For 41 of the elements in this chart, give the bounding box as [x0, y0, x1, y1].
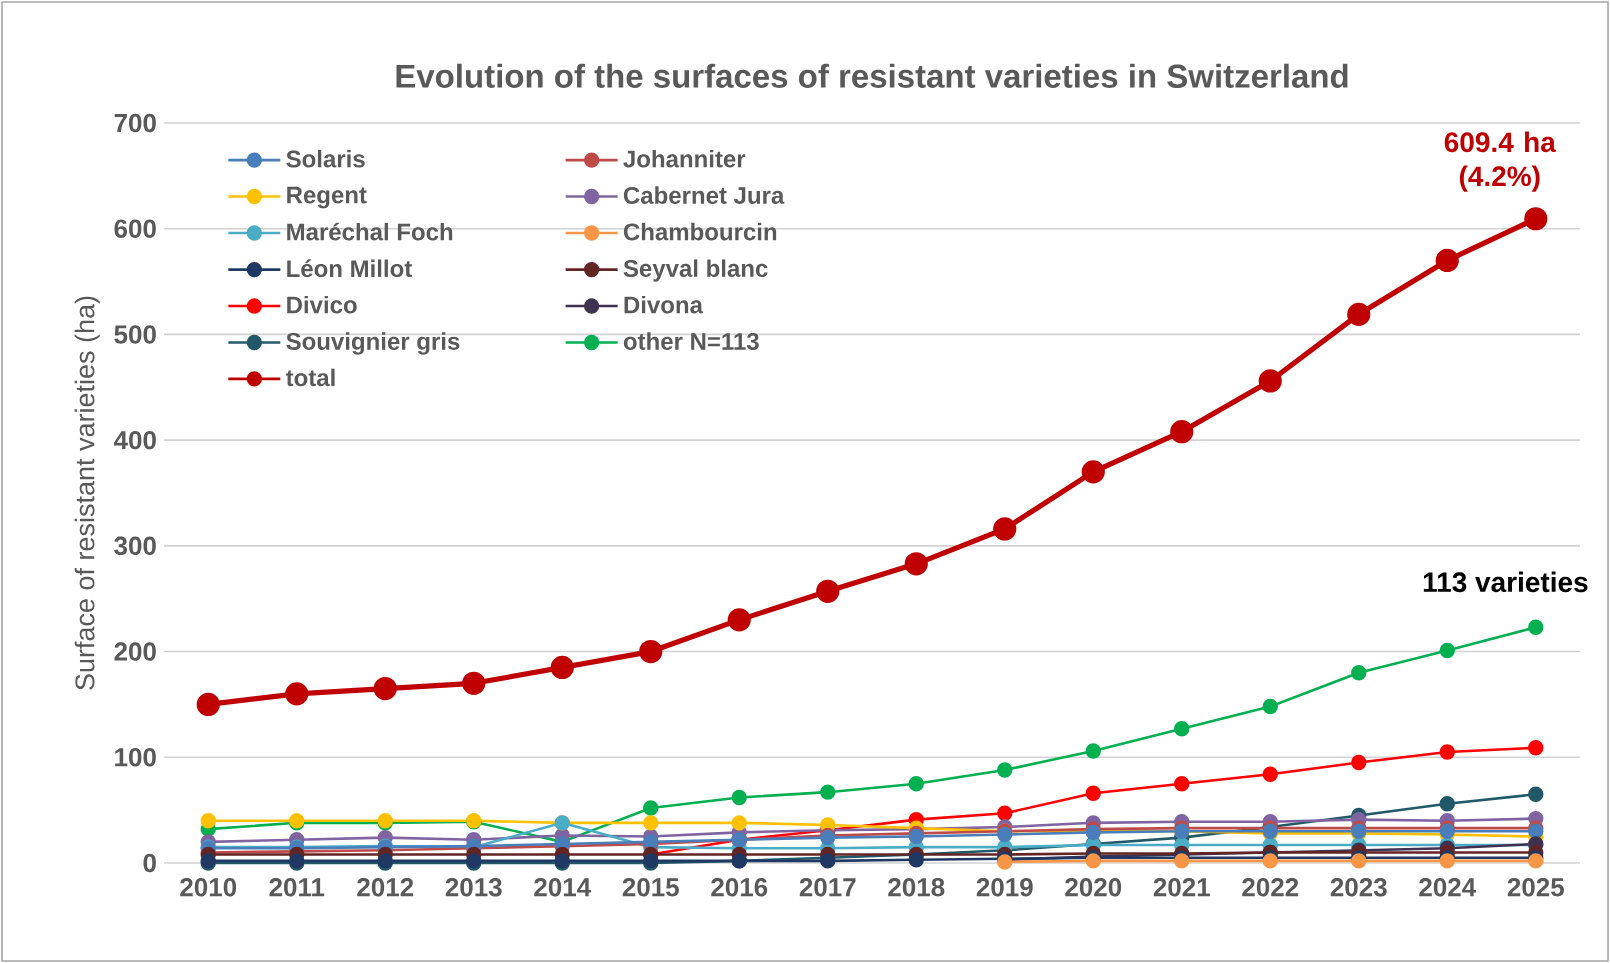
legend-label: Regent [287, 186, 367, 209]
legend-label: other N=113 [623, 332, 759, 350]
x-tick-label: 2012 [357, 878, 414, 897]
x-tick-label: 2011 [269, 878, 325, 897]
y-tick-label: 200 [114, 642, 156, 661]
legend-label: Cabernet Jura [623, 186, 785, 204]
x-tick-label: 2015 [622, 878, 679, 897]
chart-title: Evolution of the surfaces of resistant varieties in Switzerland [396, 63, 1348, 88]
x-tick-label: 2013 [445, 878, 502, 897]
legend-label: Souvignier gris [286, 332, 460, 355]
x-tick-label: 2019 [976, 878, 1033, 897]
x-tick-label: 2010 [180, 878, 237, 897]
x-tick-label: 2022 [1242, 878, 1299, 897]
y-axis-title: Surface of resistant varieties (ha) [74, 296, 100, 690]
y-tick-label: 700 [114, 113, 156, 133]
annotation: 609.4 ha (4.2%) [1444, 131, 1556, 192]
y-tick-label: 0 [143, 853, 156, 873]
y-tick-label: 600 [114, 219, 156, 238]
x-tick-label: 2014 [534, 878, 592, 897]
y-tick-label: 400 [113, 430, 156, 450]
legend-label: Maréchal Foch [287, 222, 453, 241]
x-tick-label: 2025 [1507, 878, 1564, 897]
x-tick-label: 2021 [1153, 878, 1210, 897]
y-tick-label: 300 [114, 536, 156, 556]
x-tick-label: 2023 [1330, 878, 1387, 897]
y-tick-label: 100 [115, 748, 156, 767]
x-tick-label: 2024 [1419, 878, 1477, 897]
legend-label: Divico [287, 295, 357, 314]
x-tick-label: 2017 [799, 878, 856, 897]
legend-label: Seyval blanc [623, 259, 768, 282]
y-tick-label: 500 [114, 325, 156, 344]
x-tick-label: 2018 [888, 878, 945, 897]
legend-label: Chambourcin [623, 222, 777, 241]
legend-label: Solaris [286, 149, 365, 168]
legend-label: Johanniter [623, 149, 746, 168]
x-tick-label: 2016 [711, 878, 768, 897]
legend-label: Léon Millot [287, 259, 412, 278]
annotation: 113 varieties [1423, 571, 1588, 593]
x-tick-label: 2020 [1065, 878, 1122, 897]
legend-label: Divona [624, 295, 704, 314]
legend-label: total [285, 368, 335, 387]
